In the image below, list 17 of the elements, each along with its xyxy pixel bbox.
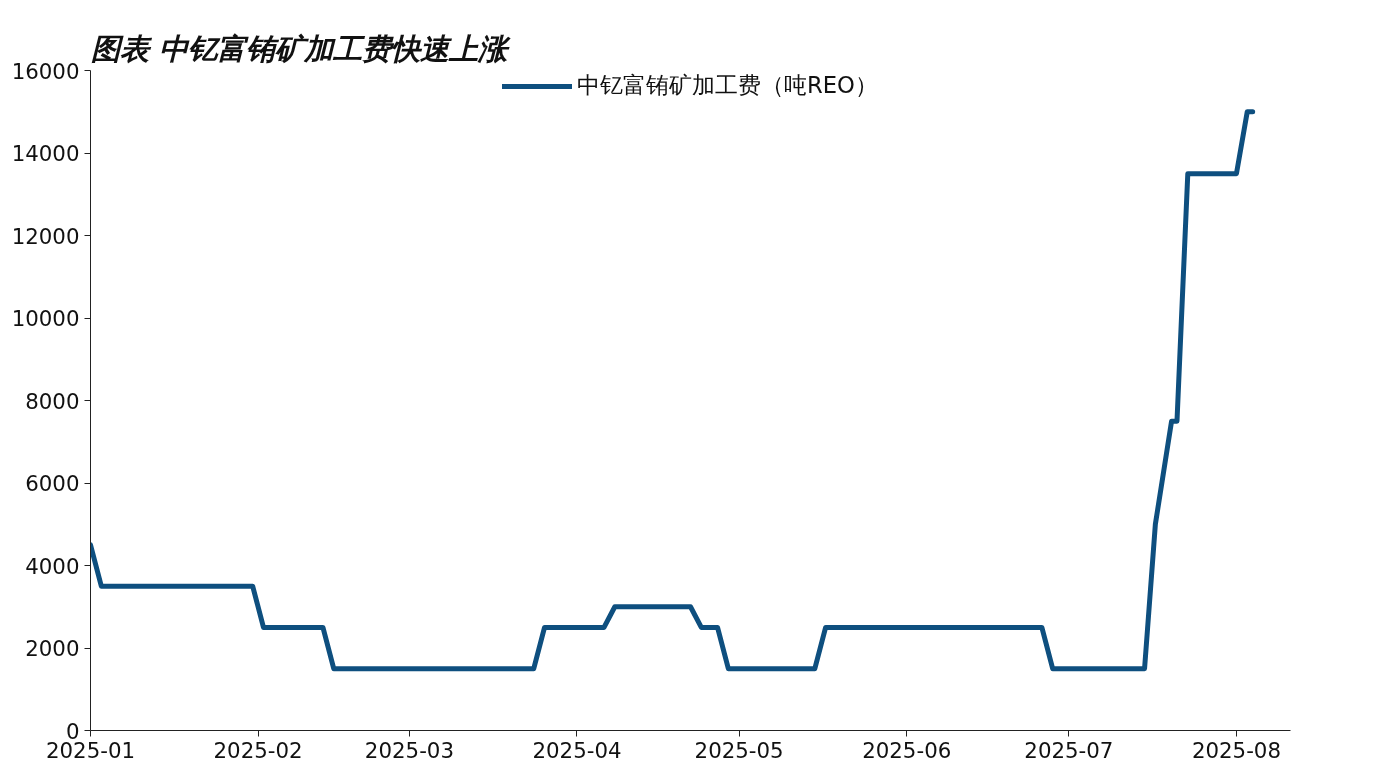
x-tick-label: 2025-07	[1024, 737, 1114, 763]
y-tick-label: 6000	[25, 471, 80, 496]
y-tick-label: 12000	[11, 223, 80, 249]
y-tick-label: 10000	[11, 306, 80, 331]
x-tick-label: 2025-05	[694, 737, 784, 763]
y-tick-label: 14000	[11, 141, 80, 166]
x-tick-label: 2025-04	[532, 737, 622, 763]
chart-title: 图表 中钇富铕矿加工费快速上涨	[90, 31, 511, 66]
x-tick-label: 2025-03	[364, 737, 454, 763]
y-tick-label: 16000	[11, 58, 80, 84]
x-tick-label: 2025-06	[862, 737, 952, 763]
legend-label: 中钇富铕矿加工费（吨REO）	[577, 71, 878, 100]
y-tick-label: 2000	[25, 636, 80, 661]
y-tick-label: 4000	[25, 553, 80, 579]
x-tick-label: 2025-02	[213, 737, 303, 763]
y-tick-label: 8000	[25, 388, 80, 414]
x-tick-label: 2025-08	[1191, 737, 1282, 763]
